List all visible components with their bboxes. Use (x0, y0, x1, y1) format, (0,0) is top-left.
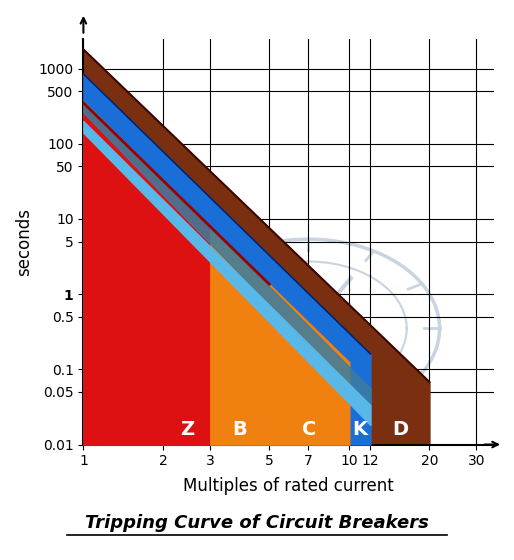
Text: D: D (392, 419, 408, 438)
Text: Tripping Curve of Circuit Breakers: Tripping Curve of Circuit Breakers (85, 514, 429, 532)
Text: C: C (302, 419, 317, 438)
X-axis label: Multiples of rated current: Multiples of rated current (183, 477, 394, 494)
Text: K: K (353, 419, 368, 438)
Y-axis label: seconds: seconds (15, 208, 33, 276)
Text: Z: Z (180, 419, 194, 438)
Text: B: B (232, 419, 247, 438)
